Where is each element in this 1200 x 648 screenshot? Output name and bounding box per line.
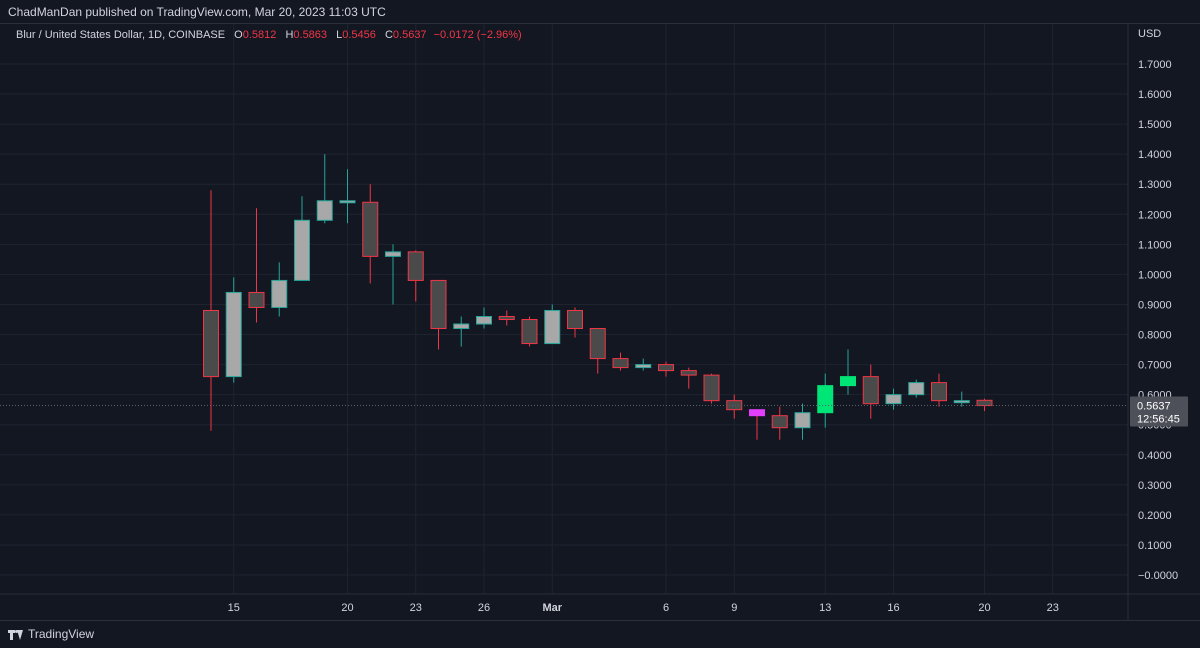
high-value: 0.5863 bbox=[293, 29, 328, 41]
candle-body bbox=[407, 251, 424, 281]
candle-body bbox=[225, 291, 242, 378]
y-tick-label: 1.2000 bbox=[1138, 209, 1172, 221]
candlestick-chart[interactable]: 1.7000 1.6000 1.5000 1.4000 1.3000 1.2000 1.10… bbox=[0, 24, 1200, 620]
x-tick-label: 26 bbox=[478, 602, 490, 614]
y-tick-label: 0.9000 bbox=[1138, 299, 1172, 311]
candle-body bbox=[203, 309, 219, 378]
candle-body bbox=[339, 200, 356, 204]
candle-body bbox=[271, 279, 288, 308]
y-tick-label: 0.1000 bbox=[1138, 540, 1172, 552]
high-label: H bbox=[285, 29, 294, 41]
candle-body bbox=[567, 309, 583, 330]
chart-area[interactable]: 1.7000 1.6000 1.5000 1.4000 1.3000 1.2000 1.10… bbox=[0, 24, 1200, 620]
candle-body bbox=[953, 400, 970, 404]
candle-body bbox=[316, 200, 333, 221]
y-tick-label: 1.3000 bbox=[1138, 179, 1172, 191]
candle-body bbox=[248, 291, 265, 308]
candle-body bbox=[885, 394, 902, 405]
symbol-title: Blur / United States Dollar, 1D, COINBAS… bbox=[16, 29, 226, 41]
x-tick-label: 6 bbox=[663, 602, 669, 614]
candle-body bbox=[771, 415, 788, 429]
candle-body bbox=[976, 399, 993, 407]
candle-body bbox=[385, 251, 401, 257]
candle-body bbox=[521, 319, 538, 345]
candle-body bbox=[794, 412, 811, 429]
tradingview-logo-icon bbox=[8, 629, 24, 640]
chart-background bbox=[0, 24, 1200, 620]
publisher-bar: ChadManDan published on TradingView.com,… bbox=[0, 0, 1200, 24]
open-label: O bbox=[234, 29, 243, 41]
x-tick-label: 9 bbox=[731, 602, 737, 614]
x-tick-label: 20 bbox=[978, 602, 990, 614]
x-tick-label: Mar bbox=[542, 602, 562, 614]
x-tick-label: 16 bbox=[887, 602, 899, 614]
candle-body bbox=[908, 382, 925, 396]
y-tick-label: 0.7000 bbox=[1138, 360, 1172, 372]
y-tick-label: 1.6000 bbox=[1138, 89, 1172, 101]
candle-body bbox=[680, 370, 697, 376]
candle-body bbox=[453, 323, 470, 330]
y-tick-label: 0.3000 bbox=[1138, 480, 1172, 492]
close-value: 0.5637 bbox=[392, 29, 427, 41]
candle-body bbox=[294, 219, 310, 281]
candle-body bbox=[498, 315, 515, 320]
y-tick-label: 1.0000 bbox=[1138, 269, 1172, 281]
y-tick-label: 0.4000 bbox=[1138, 450, 1172, 462]
footer-brand[interactable]: TradingView bbox=[28, 627, 95, 641]
candle-body bbox=[931, 382, 947, 402]
publisher-text: ChadManDan published on TradingView.com,… bbox=[8, 5, 386, 19]
y-tick-label: 1.1000 bbox=[1138, 239, 1172, 251]
y-tick-label: −0.0000 bbox=[1138, 570, 1178, 582]
candle-body bbox=[544, 309, 561, 345]
bar-countdown: 12:56:45 bbox=[1137, 414, 1180, 426]
symbol-legend: Blur / United States Dollar, 1D, COINBAS… bbox=[16, 29, 522, 41]
currency-label: USD bbox=[1138, 28, 1161, 40]
candle-body bbox=[430, 279, 447, 330]
candle-body bbox=[362, 201, 379, 257]
close-label: C bbox=[384, 29, 393, 41]
low-value: 0.5456 bbox=[342, 29, 376, 41]
x-tick-label: 20 bbox=[341, 602, 353, 614]
y-tick-label: 1.4000 bbox=[1138, 149, 1172, 161]
change-value: −0.0172 (−2.96%) bbox=[433, 29, 522, 41]
low-label: L bbox=[336, 29, 343, 41]
candle-body bbox=[589, 328, 606, 360]
candle-body bbox=[862, 376, 879, 405]
x-tick-label: 15 bbox=[228, 602, 240, 614]
x-tick-label: 23 bbox=[1047, 602, 1059, 614]
y-tick-label: 0.2000 bbox=[1138, 510, 1172, 522]
open-value: 0.5812 bbox=[242, 29, 277, 41]
candle-body bbox=[817, 385, 834, 414]
y-tick-label: 0.8000 bbox=[1138, 330, 1172, 342]
candle-body bbox=[749, 409, 765, 417]
candle-body bbox=[658, 364, 674, 372]
candle-body bbox=[635, 364, 652, 369]
candle-body bbox=[840, 376, 856, 387]
last-price-value: 0.5637 bbox=[1137, 401, 1171, 413]
footer-bar: TradingView bbox=[0, 620, 1200, 648]
candle-body bbox=[476, 315, 492, 325]
y-tick-label: 1.7000 bbox=[1138, 59, 1172, 71]
last-price-badge bbox=[1130, 396, 1188, 427]
y-tick-label: 1.5000 bbox=[1138, 119, 1172, 131]
x-tick-label: 13 bbox=[819, 602, 831, 614]
candle-body bbox=[612, 358, 629, 369]
candle-body bbox=[703, 374, 720, 402]
x-tick-label: 23 bbox=[410, 602, 422, 614]
